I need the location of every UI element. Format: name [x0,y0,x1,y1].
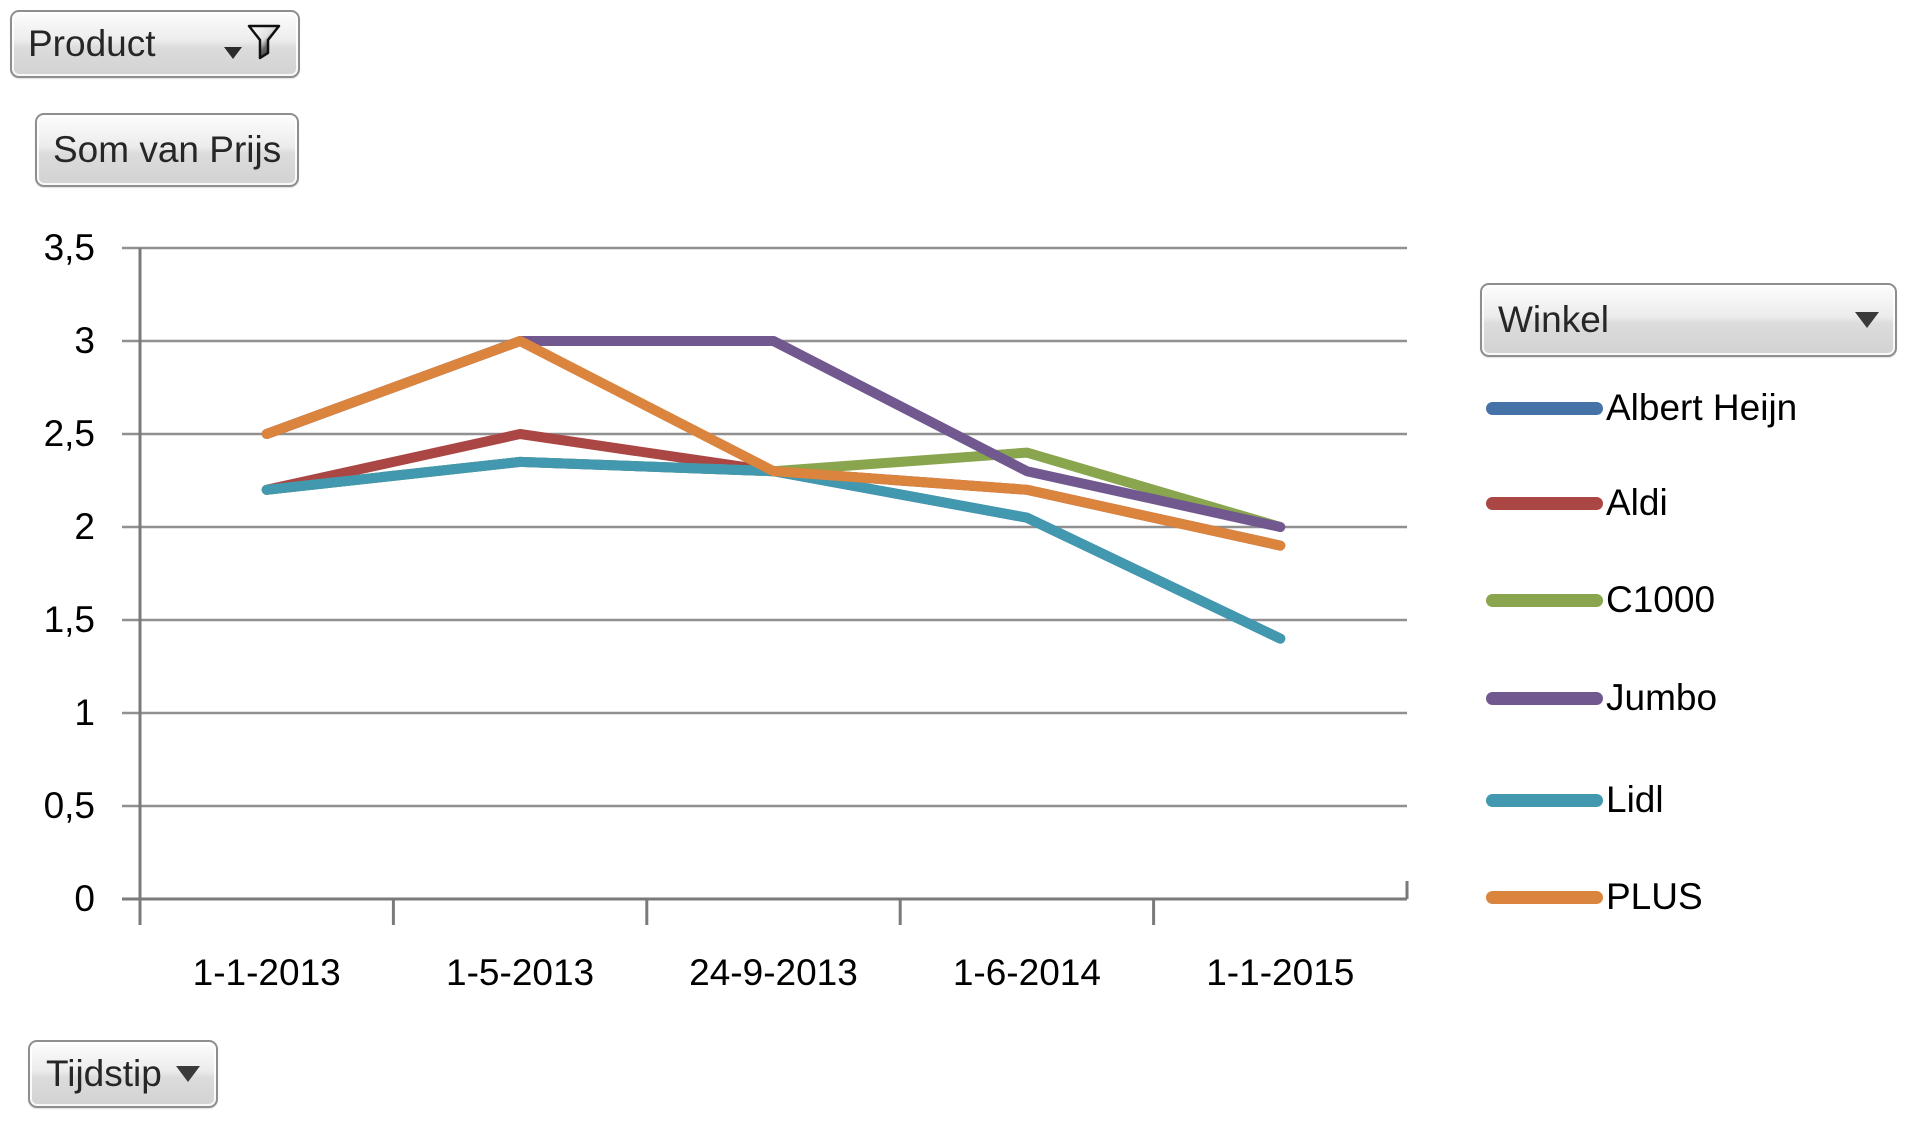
legend-swatch [1486,691,1603,705]
series-line-plus [261,336,1286,551]
legend-item-plus[interactable]: PLUS [1486,873,1703,921]
chevron-down-icon [224,47,242,59]
product-filter-label: Product [28,23,156,64]
legend-label: Aldi [1606,482,1668,523]
y-axis-tick-label: 1 [74,692,95,733]
legend-swatch [1486,593,1603,607]
legend-item-albert-heijn[interactable]: Albert Heijn [1486,384,1797,432]
x-axis-tick-label: 1-1-2013 [192,952,341,993]
x-axis-tick-label: 24-9-2013 [689,952,858,993]
legend-swatch [1486,890,1603,904]
x-axis-tick-label: 1-5-2013 [446,952,595,993]
value-field-button[interactable]: Som van Prijs [35,113,300,187]
product-filter-button[interactable]: Product [10,10,300,78]
legend-swatch [1486,401,1603,415]
dropdown-arrow-icon [175,1066,200,1082]
y-axis-tick-label: 3 [74,320,95,361]
legend-label: Albert Heijn [1606,387,1798,428]
y-axis-tick-label: 3,5 [43,227,95,268]
legend-label: PLUS [1606,876,1703,917]
filter-indicator [224,23,282,65]
y-axis-tick-label: 1,5 [43,599,95,640]
y-axis-tick-label: 0,5 [43,785,95,826]
legend-item-c1000[interactable]: C1000 [1486,576,1715,624]
legend-label: C1000 [1606,579,1716,620]
axis-field-button[interactable]: Tijdstip [28,1040,218,1108]
legend-item-aldi[interactable]: Aldi [1486,479,1668,527]
legend-field-label: Winkel [1498,299,1610,340]
x-axis-tick-label: 1-1-2015 [1206,952,1355,993]
legend-item-lidl[interactable]: Lidl [1486,776,1664,824]
filter-funnel-icon [247,24,281,60]
x-axis-tick-label: 1-6-2014 [952,952,1101,993]
legend-field-button[interactable]: Winkel [1480,283,1897,357]
axis-field-label: Tijdstip [46,1053,162,1094]
y-axis-tick-label: 2 [74,506,95,547]
legend-label: Lidl [1606,779,1664,820]
legend-label: Jumbo [1606,677,1718,718]
y-axis-tick-label: 0 [74,878,95,919]
legend-item-jumbo[interactable]: Jumbo [1486,674,1717,722]
legend-swatch [1486,793,1603,807]
legend-swatch [1486,496,1603,510]
y-axis-tick-label: 2,5 [43,413,95,454]
value-field-label: Som van Prijs [53,129,282,170]
dropdown-arrow-icon [1855,312,1879,328]
